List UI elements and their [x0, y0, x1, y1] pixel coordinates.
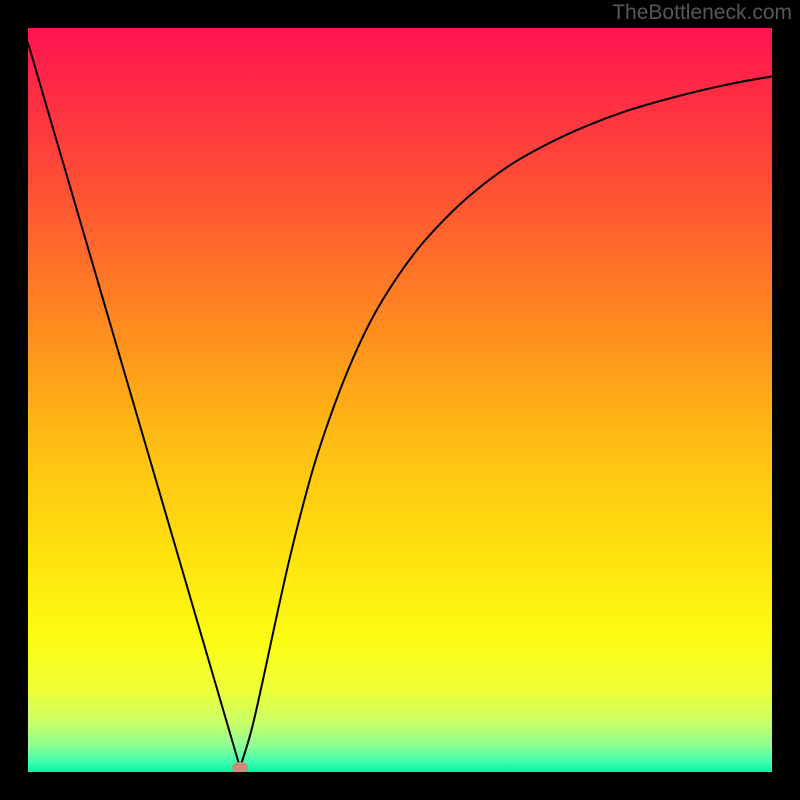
chart-background [28, 28, 772, 772]
plot-area [28, 28, 772, 772]
watermark-text: TheBottleneck.com [612, 1, 792, 25]
chart-svg [28, 28, 772, 772]
chart-container: TheBottleneck.com [0, 0, 800, 800]
